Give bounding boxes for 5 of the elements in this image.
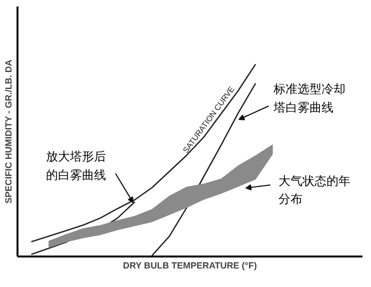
annotation: 大气状态的年分布	[278, 174, 350, 206]
x-axis-title: DRY BULB TEMPERATURE (°F)	[122, 260, 257, 270]
annotation: 放大塔形后的白雾曲线	[46, 150, 106, 182]
y-axis-title: SPECIFIC HUMIDITY - GR./LB. DA	[4, 59, 14, 204]
annotation: 标准选型冷却塔白雾曲线	[272, 82, 346, 114]
